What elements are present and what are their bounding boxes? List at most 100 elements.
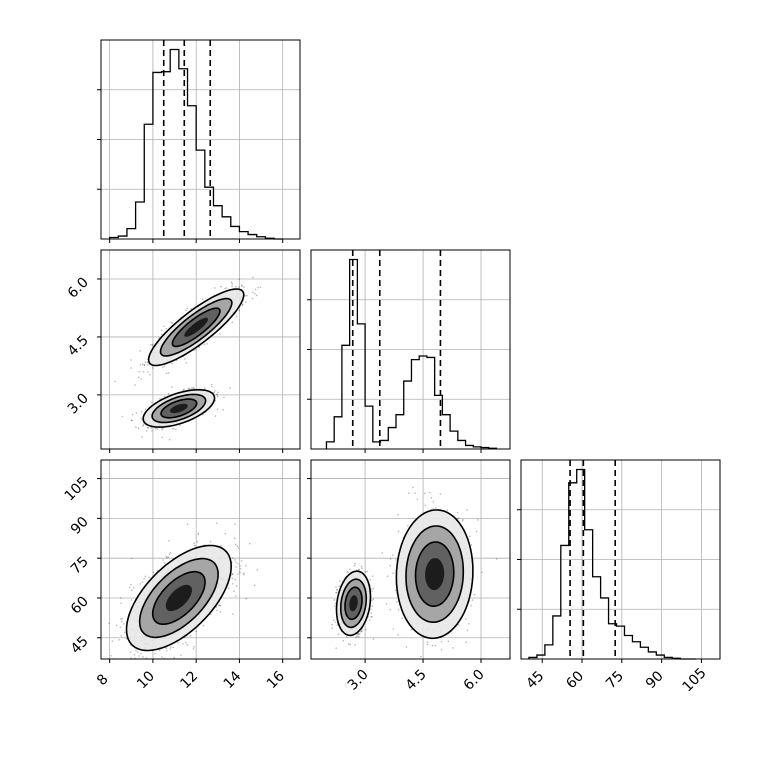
- scatter-point: [238, 309, 241, 312]
- scatter-point: [360, 565, 363, 568]
- contour-line: [147, 288, 245, 367]
- scatter-point: [168, 438, 171, 441]
- scatter-point: [252, 291, 254, 294]
- scatter-point: [185, 309, 187, 312]
- contour-line: [171, 307, 221, 348]
- scatter-point: [209, 540, 212, 543]
- scatter-point: [234, 543, 237, 546]
- scatter-point: [218, 604, 221, 607]
- scatter-point: [397, 634, 399, 636]
- scatter-point: [245, 597, 248, 600]
- scatter-point: [216, 395, 219, 398]
- scatter-point: [231, 583, 234, 585]
- scatter-point: [366, 570, 368, 573]
- scatter-point: [132, 587, 135, 589]
- contour-fill: [165, 584, 192, 612]
- scatter-point: [239, 571, 241, 574]
- scatter-point: [98, 605, 100, 607]
- contour-fill: [184, 317, 209, 337]
- scatter-point: [138, 663, 140, 665]
- scatter-point: [358, 568, 360, 571]
- scatter-point: [372, 587, 375, 590]
- scatter-point: [395, 558, 397, 561]
- x-tick-label: 8: [94, 671, 112, 689]
- scatter-point: [254, 293, 256, 295]
- scatter-point: [237, 573, 239, 575]
- scatter-point: [170, 321, 172, 324]
- scatter-point: [121, 669, 123, 671]
- scatter-point: [256, 568, 259, 571]
- scatter-point: [204, 387, 206, 389]
- panel-frame: [100, 459, 301, 660]
- scatter-point: [217, 391, 219, 394]
- scatter-point: [470, 544, 473, 546]
- scatter-point: [216, 393, 218, 396]
- y-tick-label: 75: [68, 554, 92, 578]
- scatter-point: [233, 590, 235, 593]
- scatter-point: [149, 373, 151, 376]
- scatter-point: [163, 561, 166, 564]
- panel-p0-p1: [114, 276, 262, 441]
- contour-line: [340, 578, 368, 629]
- contour-line: [138, 557, 219, 639]
- scatter-point: [346, 571, 348, 573]
- scatter-point: [182, 643, 184, 645]
- scatter-point: [235, 566, 237, 568]
- scatter-point: [128, 660, 130, 662]
- scatter-point: [361, 630, 363, 633]
- scatter-point: [224, 287, 226, 290]
- scatter-point: [369, 578, 372, 581]
- scatter-point: [131, 413, 134, 416]
- scatter-point: [152, 367, 154, 369]
- scatter-point: [238, 278, 241, 281]
- scatter-point: [231, 573, 234, 575]
- contour-fill: [349, 595, 358, 612]
- scatter-point: [243, 286, 245, 288]
- scatter-point: [357, 632, 360, 635]
- scatter-point: [150, 343, 152, 346]
- x-tick-label: 4.5: [403, 667, 430, 694]
- scatter-point: [481, 571, 483, 574]
- scatter-point: [192, 386, 195, 389]
- scatter-point: [389, 564, 392, 567]
- scatter-point: [193, 542, 195, 545]
- scatter-point: [158, 397, 161, 400]
- scatter-point: [392, 628, 395, 630]
- scatter-point: [187, 387, 190, 390]
- scatter-point: [428, 491, 431, 494]
- y-tick-label: 4.5: [65, 332, 92, 359]
- scatter-point: [354, 562, 356, 565]
- scatter-point: [235, 561, 237, 563]
- scatter-point: [146, 371, 149, 373]
- scatter-point: [121, 415, 124, 418]
- scatter-point: [251, 297, 254, 300]
- scatter-point: [231, 321, 234, 324]
- scatter-point: [180, 654, 182, 657]
- panel-p0-p2: [98, 522, 259, 672]
- scatter-point: [143, 578, 145, 580]
- scatter-point: [197, 533, 200, 536]
- scatter-point: [145, 430, 148, 432]
- scatter-point: [435, 507, 437, 509]
- contour-line: [142, 388, 216, 428]
- scatter-point: [426, 641, 429, 643]
- y-tick-label: 90: [68, 514, 92, 538]
- scatter-point: [394, 589, 397, 592]
- scatter-point: [114, 380, 116, 383]
- scatter-point: [371, 590, 373, 592]
- scatter-point: [412, 486, 414, 489]
- scatter-point: [123, 623, 125, 625]
- scatter-point: [188, 388, 191, 390]
- scatter-point: [243, 573, 245, 576]
- scatter-point: [392, 572, 394, 575]
- scatter-point: [211, 385, 213, 388]
- scatter-point: [129, 651, 132, 653]
- scatter-point: [128, 586, 131, 589]
- scatter-point: [347, 643, 350, 645]
- scatter-point: [153, 670, 155, 672]
- scatter-point: [335, 647, 337, 649]
- panel-p2-p2: [528, 460, 697, 660]
- scatter-point: [370, 608, 372, 610]
- scatter-point: [210, 383, 213, 386]
- scatter-point: [193, 646, 195, 648]
